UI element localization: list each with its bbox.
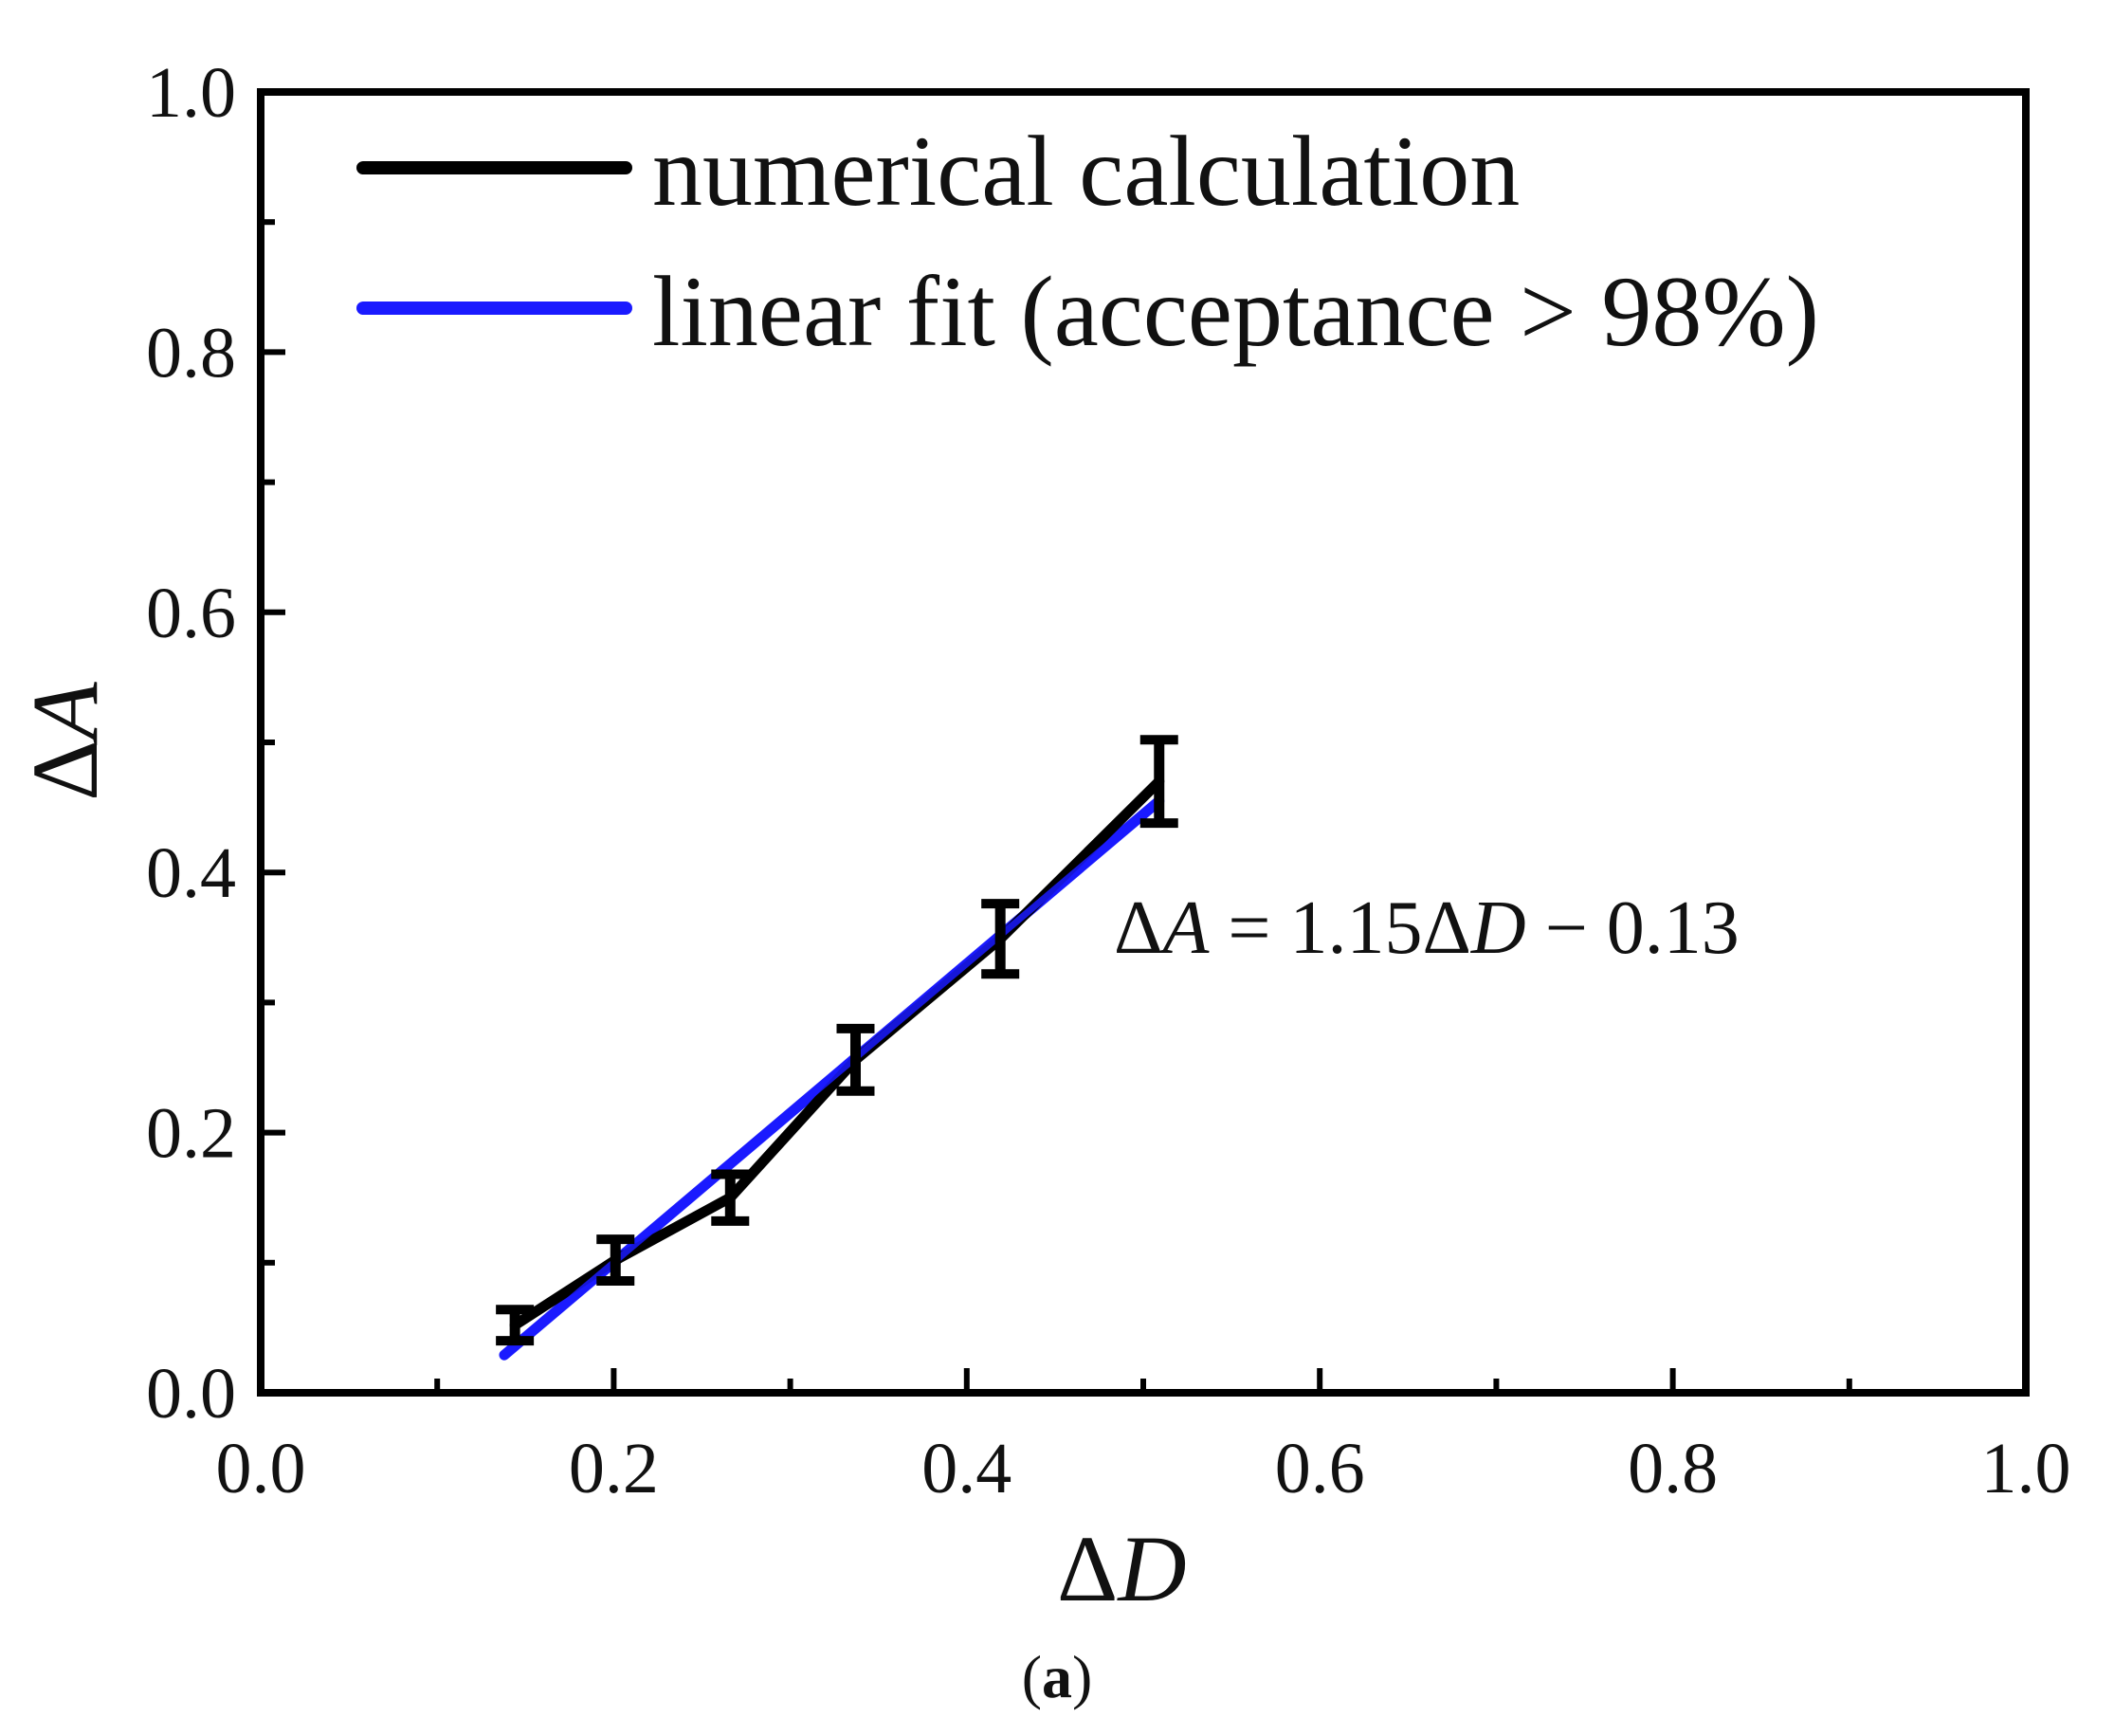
- x-axis-ticks: [258, 1368, 2029, 1393]
- series-layer: [496, 735, 1178, 1361]
- figure-caption: (a): [1022, 1643, 1093, 1710]
- caption-letter: a: [1042, 1643, 1072, 1710]
- y-tick-label: 0.2: [146, 1094, 236, 1174]
- eq-lhs-var: A: [1157, 886, 1210, 970]
- y-tick-label: 0.0: [146, 1354, 236, 1434]
- y-tick-label: 1.0: [146, 53, 236, 133]
- y-tick-label: 0.4: [146, 833, 236, 913]
- x-tick-label: 0.0: [216, 1429, 306, 1508]
- caption-close: ): [1072, 1643, 1092, 1710]
- fit-equation: ΔA = 1.15ΔD − 0.13: [1114, 886, 1740, 970]
- error-bar: [1139, 735, 1178, 829]
- x-tick-label: 0.8: [1628, 1429, 1718, 1508]
- error-bar: [711, 1169, 750, 1226]
- y-axis-tick-labels: 0.0 0.2 0.4 0.6 0.8 1.0: [146, 53, 236, 1434]
- x-axis-tick-labels: 0.0 0.2 0.4 0.6 0.8 1.0: [216, 1429, 2071, 1508]
- x-axis-title-var: D: [1116, 1516, 1186, 1621]
- legend-label-linear-fit: linear fit (acceptance > 98%): [652, 256, 1819, 367]
- x-axis-title-delta: Δ: [1057, 1516, 1118, 1621]
- linear-fit-line-overlay: [501, 797, 1163, 1359]
- error-bar: [836, 1023, 875, 1096]
- error-bar: [981, 899, 1020, 979]
- x-tick-label: 0.2: [569, 1429, 659, 1508]
- y-axis-title-delta: Δ: [12, 740, 118, 800]
- legend: numerical calculation linear fit (accept…: [356, 116, 1819, 367]
- x-axis-title: ΔD: [1057, 1516, 1187, 1621]
- eq-rhs-delta: Δ: [1422, 886, 1470, 970]
- error-bar: [596, 1234, 635, 1287]
- eq-rhs-var: D: [1470, 886, 1526, 970]
- y-tick-label: 0.6: [146, 574, 236, 653]
- eq-middle: = 1.15: [1209, 886, 1422, 970]
- x-tick-label: 0.6: [1275, 1429, 1365, 1508]
- eq-lhs-delta: Δ: [1114, 886, 1162, 970]
- y-axis-ticks: [261, 89, 285, 1396]
- x-tick-label: 1.0: [1981, 1429, 2071, 1508]
- y-axis-title: ΔA: [12, 681, 118, 800]
- y-axis-title-var: A: [12, 681, 118, 745]
- eq-tail: − 0.13: [1526, 886, 1740, 970]
- error-bar: [496, 1305, 535, 1346]
- caption-open: (: [1022, 1643, 1042, 1710]
- x-tick-label: 0.4: [921, 1429, 1011, 1508]
- y-tick-label: 0.8: [146, 313, 236, 393]
- legend-label-numerical: numerical calculation: [652, 116, 1520, 227]
